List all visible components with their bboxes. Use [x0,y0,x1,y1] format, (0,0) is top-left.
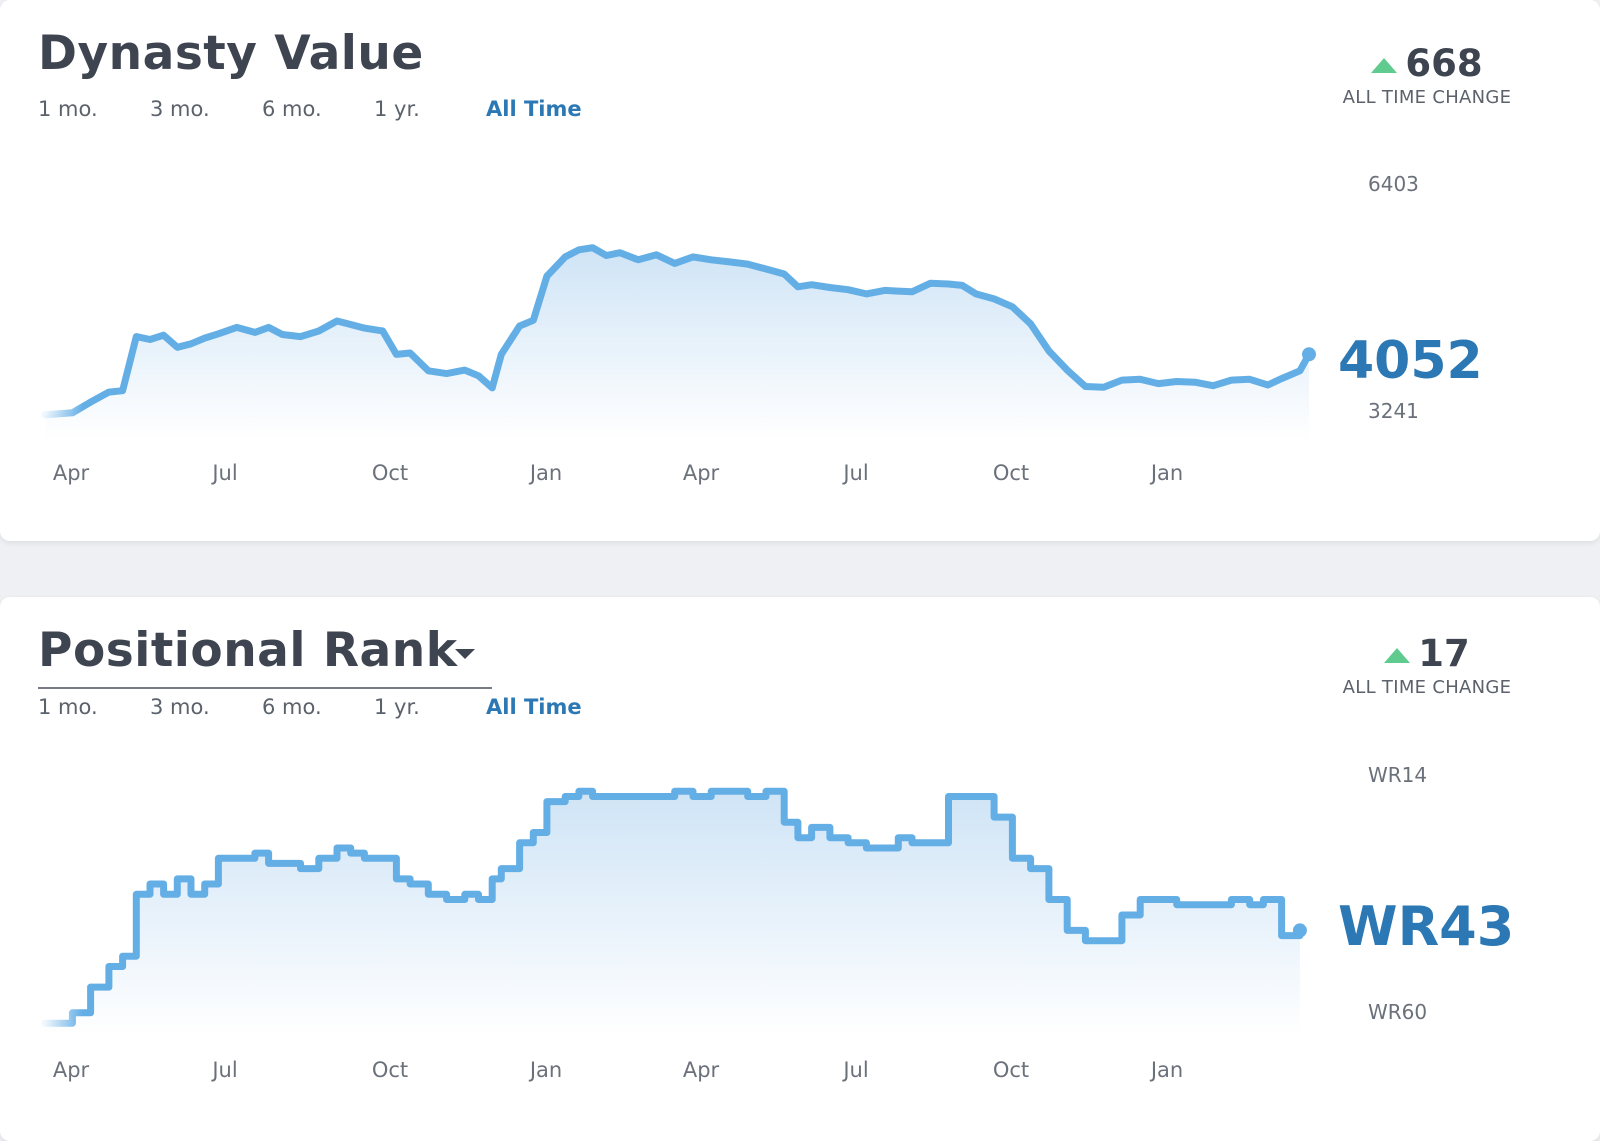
x-tick-label: Oct [993,461,1029,485]
x-tick-label: Oct [372,461,408,485]
range-1mo-button[interactable]: 1 mo. [38,97,98,121]
y-tick-label-bottom: WR60 [1368,1000,1427,1024]
range-3mo-button[interactable]: 3 mo. [150,695,210,719]
current-value-label: WR43 [1338,895,1514,958]
x-tick-label: Oct [372,1058,408,1082]
area-fill [45,247,1309,440]
x-tick-label: Jan [528,1058,562,1082]
y-tick-label-bottom: 3241 [1368,399,1419,423]
positional-rank-range-tabs: 1 mo. 3 mo. 6 mo. 1 yr. All Time [38,695,582,719]
x-tick-label: Apr [53,1058,90,1082]
positional-rank-chart: Apr Jul Oct Jan Apr Jul Oct Jan WR14 WR60 WR43 [41,763,1514,1082]
x-tick-label: Jan [1149,461,1183,485]
positional-rank-change: 17 ALL TIME CHANGE [1325,632,1529,698]
dynasty-value-card: Apr Jul Oct Jan Apr Jul Oct Jan 6403 3241 4052 Dyn… [0,0,1600,541]
x-tick-label: Jul [210,1058,237,1082]
x-tick-label: Jul [841,461,868,485]
x-tick-label: Apr [683,461,720,485]
range-6mo-button[interactable]: 6 mo. [262,695,322,719]
change-label: ALL TIME CHANGE [1342,87,1512,108]
positional-rank-title: Positional Rank [38,623,458,678]
area-fill [45,791,1300,1037]
series-line [41,244,1313,419]
current-point [1302,347,1316,362]
x-tick-label: Jul [210,461,237,485]
current-value-label: 4052 [1338,331,1483,391]
range-1mo-button[interactable]: 1 mo. [38,695,98,719]
up-arrow-icon [1371,58,1398,73]
x-tick-label: Jan [528,461,562,485]
change-label: ALL TIME CHANGE [1342,677,1512,698]
range-all-time-button[interactable]: All Time [486,695,582,719]
x-tick-label: Apr [683,1058,720,1082]
y-tick-label-top: 6403 [1368,172,1419,196]
range-1yr-button[interactable]: 1 yr. [374,695,420,719]
positional-rank-card: Apr Jul Oct Jan Apr Jul Oct Jan WR14 WR60 WR43 Pos… [0,597,1600,1141]
x-tick-label: Jan [1149,1058,1183,1082]
dynasty-value-change: 668 ALL TIME CHANGE [1325,42,1529,108]
range-6mo-button[interactable]: 6 mo. [262,97,322,121]
dynasty-value-title: Dynasty Value [38,26,424,81]
change-value: 17 [1418,632,1470,675]
y-tick-label-top: WR14 [1368,763,1427,787]
range-1yr-button[interactable]: 1 yr. [374,97,420,121]
dynasty-value-range-tabs: 1 mo. 3 mo. 6 mo. 1 yr. All Time [38,97,582,121]
x-tick-label: Oct [993,1058,1029,1082]
positional-rank-dropdown[interactable]: Positional Rank [38,623,492,689]
dynasty-value-chart: Apr Jul Oct Jan Apr Jul Oct Jan 6403 3241 4052 [41,172,1483,485]
range-all-time-button[interactable]: All Time [486,97,582,121]
up-arrow-icon [1384,648,1411,663]
range-3mo-button[interactable]: 3 mo. [150,97,210,121]
x-tick-label: Apr [53,461,90,485]
x-tick-label: Jul [841,1058,868,1082]
change-value: 668 [1405,42,1483,85]
series-line [41,787,1304,1027]
caret-down-icon [455,649,475,659]
current-point [1292,923,1307,938]
